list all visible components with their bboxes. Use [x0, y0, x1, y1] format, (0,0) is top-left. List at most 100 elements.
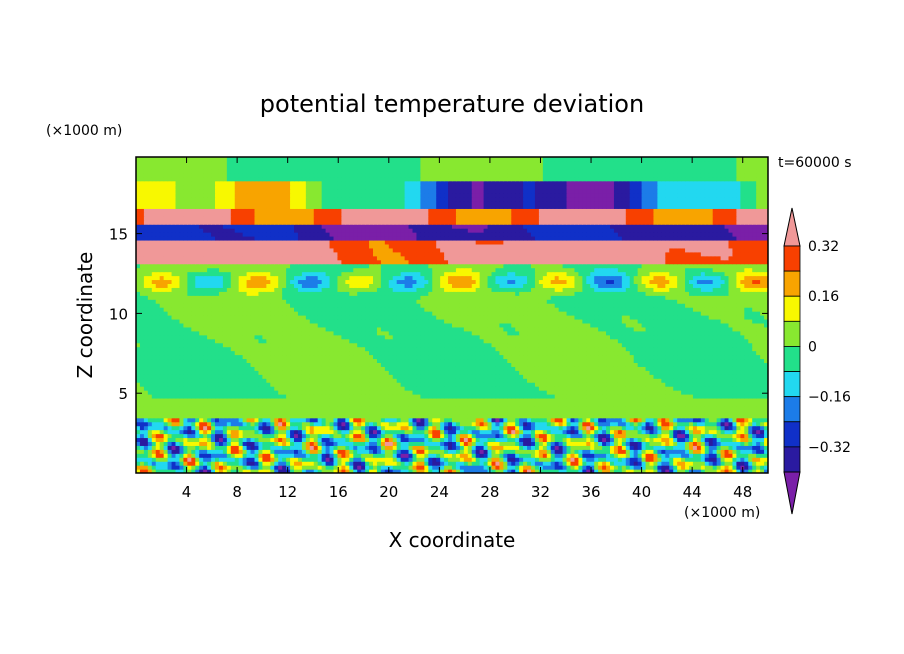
contour-cell [365, 378, 370, 383]
contour-cell [159, 429, 165, 435]
contour-cell [436, 354, 441, 360]
contour-cell [499, 382, 504, 387]
contour-cell [527, 386, 532, 391]
contour-cell [159, 358, 165, 363]
contour-cell [503, 386, 508, 391]
contour-cell [677, 401, 682, 407]
contour-cell [578, 421, 583, 427]
contour-cell [301, 397, 307, 403]
contour-cell [222, 413, 228, 419]
contour-cell [653, 449, 658, 454]
contour-cell [712, 401, 718, 407]
contour-cell [215, 394, 220, 399]
contour-cell [629, 413, 635, 419]
contour-cell [329, 366, 335, 371]
contour-cell [341, 441, 346, 446]
contour-cell [665, 457, 670, 462]
contour-cell [290, 350, 295, 356]
contour-cell [309, 449, 315, 454]
contour-cell [175, 374, 181, 379]
contour-cell [617, 382, 623, 387]
contour-cell [689, 401, 694, 407]
contour-cell [218, 409, 224, 415]
contour-cell [408, 358, 414, 363]
contour-cell [373, 374, 378, 379]
contour-cell [195, 397, 200, 403]
contour-cell [736, 425, 741, 431]
contour-cell [195, 354, 200, 360]
contour-cell [629, 405, 635, 411]
contour-cell [586, 390, 591, 395]
contour-cell [677, 429, 682, 435]
contour-cell [696, 417, 702, 423]
contour-cell [538, 421, 544, 427]
contour-cell [199, 374, 204, 379]
contour-cell [436, 374, 441, 379]
contour-cell [732, 413, 737, 419]
contour-cell [613, 413, 619, 419]
contour-cell [617, 465, 623, 470]
contour-cell [448, 374, 453, 379]
contour-cell [242, 441, 248, 446]
contour-cell [313, 461, 319, 466]
contour-cell [594, 433, 599, 439]
contour-cell [444, 405, 449, 411]
contour-cell [574, 366, 579, 371]
contour-cell [633, 453, 639, 458]
contour-cell [523, 401, 528, 407]
contour-cell [207, 417, 212, 423]
contour-cell [183, 370, 188, 375]
contour-cell [167, 401, 173, 407]
contour-cell [365, 433, 370, 439]
contour-cell [673, 405, 678, 411]
contour-cell [341, 362, 346, 367]
contour-cell [400, 409, 406, 415]
contour-cell [416, 366, 421, 371]
contour-cell [527, 362, 532, 367]
contour-cell [712, 413, 718, 419]
contour-cell [428, 390, 433, 395]
contour-cell [226, 417, 232, 423]
contour-cell [183, 433, 188, 439]
contour-cell [136, 366, 141, 371]
contour-cell [333, 425, 339, 431]
contour-cell [554, 441, 560, 446]
contour-cell [274, 449, 279, 454]
contour-cell [384, 457, 390, 462]
contour-cell [590, 386, 595, 391]
contour-cell [692, 350, 698, 356]
contour-cell [305, 382, 311, 387]
contour-cell [764, 378, 768, 383]
contour-cell [388, 378, 394, 383]
contour-cell [408, 421, 414, 427]
contour-cell [613, 394, 619, 399]
contour-cell [495, 461, 500, 466]
contour-cell [562, 409, 568, 415]
contour-cell [183, 382, 188, 387]
contour-cell [475, 350, 481, 356]
contour-cell [704, 421, 710, 427]
contour-cell [661, 445, 666, 450]
contour-cell [467, 382, 473, 387]
contour-cell [550, 449, 556, 454]
contour-cell [550, 358, 556, 363]
contour-cell [728, 362, 734, 367]
contour-cell [136, 465, 141, 470]
contour-cell [373, 465, 378, 470]
contour-cell [329, 437, 335, 442]
contour-cell [313, 453, 319, 458]
contour-cell [444, 461, 449, 466]
contour-cell [598, 382, 603, 387]
contour-cell [136, 386, 141, 391]
contour-cell [700, 397, 706, 403]
contour-cell [558, 441, 564, 446]
contour-cell [523, 394, 528, 399]
contour-cell [143, 394, 149, 399]
contour-cell [558, 413, 564, 419]
contour-cell [531, 445, 536, 450]
contour-cell [661, 449, 666, 454]
contour-cell [578, 350, 583, 356]
contour-cell [369, 437, 374, 442]
contour-cell [230, 421, 236, 427]
contour-cell [139, 465, 145, 470]
